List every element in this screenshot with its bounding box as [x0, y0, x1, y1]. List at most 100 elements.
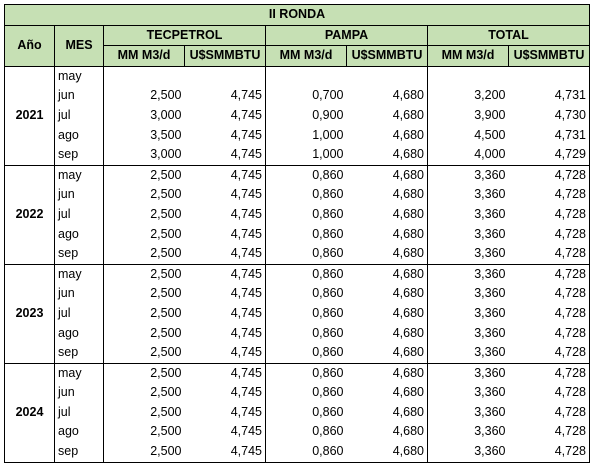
month-cell: ago: [54, 125, 104, 146]
value-cell: 3,360: [427, 343, 509, 364]
year-cell: 2023: [4, 263, 55, 364]
value-cell: 4,728: [508, 224, 590, 245]
value-cell: 0,860: [265, 343, 347, 364]
value-cell: 0,700: [312, 88, 344, 103]
value-cell: 4,728: [508, 343, 590, 364]
year-cell: 2022: [4, 164, 55, 265]
month-cell: jul: [54, 204, 104, 225]
value-cell: 4,745: [184, 86, 266, 106]
value-cell: 2,500: [103, 263, 185, 285]
group-header: TOTAL: [427, 24, 590, 47]
value-cell: 4,728: [508, 323, 590, 344]
value-cell: 4,680: [346, 402, 428, 423]
value-cell: 4,745: [184, 303, 266, 324]
value-cell: 3,360: [474, 404, 506, 419]
table-body: II RONDA Año MES TECPETROL PAMPA TOTAL MM M3/d…: [4, 4, 590, 463]
month-cell: jul: [54, 303, 104, 324]
value-cell: 4,680: [346, 125, 428, 146]
month-cell: ago: [54, 224, 104, 245]
value-cell: 3,360: [427, 164, 509, 186]
month-cell: jul: [54, 402, 104, 423]
value-cell: 3,360: [474, 424, 506, 439]
value-cell: 4,680: [346, 244, 428, 265]
value-cell: 0,860: [312, 305, 344, 320]
value-cell: 2,500: [150, 325, 182, 340]
table: II RONDA Año MES TECPETROL PAMPA TOTAL MM M3/d…: [4, 4, 590, 463]
table-row: ago 2,500 4,745 0,860 4,680 3,360 4,728: [5, 422, 590, 443]
value-cell: 0,860: [312, 206, 344, 221]
value-cell: 4,745: [184, 263, 266, 285]
month-cell: jul: [54, 105, 104, 126]
table-row: ago 2,500 4,745 0,860 4,680 3,360 4,728: [5, 323, 590, 344]
value-cell: 4,745: [184, 284, 266, 304]
table-row: 2022 may 2,500 4,745 0,860 4,680 3,360 4,728: [4, 164, 590, 265]
value-cell: [103, 65, 185, 87]
value-cell: 3,900: [474, 107, 506, 122]
month-cell: sep: [54, 145, 104, 166]
value-cell: 2,500: [103, 244, 185, 265]
sub-header: U$SMMBTU: [508, 45, 590, 67]
value-cell: 4,680: [346, 86, 428, 106]
sub-header: U$SMMBTU: [346, 45, 428, 67]
value-cell: 4,680: [346, 362, 428, 384]
value-cell: 0,860: [312, 226, 344, 241]
value-cell: 3,200: [474, 88, 506, 103]
value-cell: 4,745: [184, 204, 266, 225]
value-cell: 3,360: [474, 325, 506, 340]
value-cell: 4,728: [508, 244, 590, 265]
value-cell: [346, 65, 428, 87]
table-row: jun 2,500 4,745 0,860 4,680 3,360 4,728: [5, 185, 590, 205]
value-cell: 2,500: [150, 206, 182, 221]
month-cell: jun: [54, 383, 104, 403]
value-cell: 3,360: [427, 362, 509, 384]
value-cell: [184, 65, 266, 87]
value-cell: 4,731: [508, 86, 590, 106]
value-cell: [427, 65, 509, 87]
value-cell: 2,500: [103, 164, 185, 186]
value-cell: 0,860: [265, 263, 347, 285]
value-cell: 3,360: [474, 187, 506, 202]
value-cell: 4,680: [346, 204, 428, 225]
value-cell: 4,745: [184, 323, 266, 344]
value-cell: 4,680: [346, 263, 428, 285]
value-cell: [508, 65, 590, 87]
value-cell: 3,360: [474, 305, 506, 320]
value-cell: 4,680: [346, 105, 428, 126]
value-cell: 4,745: [184, 343, 266, 364]
value-cell: 3,360: [427, 442, 509, 463]
month-cell: ago: [54, 323, 104, 344]
table-row: 2023 may 2,500 4,745 0,860 4,680 3,360 4,728: [4, 263, 590, 364]
value-cell: 2,500: [150, 187, 182, 202]
value-cell: 4,680: [346, 145, 428, 166]
sub-header: U$SMMBTU: [184, 45, 266, 67]
table-title: II RONDA: [4, 4, 590, 26]
table-row: sep 3,000 4,745 1,000 4,680 4,000 4,729: [5, 145, 590, 166]
value-cell: 3,000: [150, 107, 182, 122]
year-cell: 2021: [4, 65, 55, 166]
value-cell: 4,728: [508, 185, 590, 205]
table-row: jul 3,000 4,745 0,900 4,680 3,900 4,730: [5, 105, 590, 126]
value-cell: 4,680: [346, 383, 428, 403]
month-header: MES: [54, 24, 104, 67]
month-cell: ago: [54, 422, 104, 443]
value-cell: 4,745: [184, 362, 266, 384]
value-cell: 2,500: [150, 88, 182, 103]
value-cell: 2,500: [150, 385, 182, 400]
value-cell: 4,745: [184, 422, 266, 443]
value-cell: 4,728: [508, 362, 590, 384]
month-cell: jun: [54, 86, 104, 106]
value-cell: 4,680: [346, 442, 428, 463]
value-cell: 4,745: [184, 224, 266, 245]
table-row: MM M3/d U$SMMBTU MM M3/d U$SMMBTU MM M3/d U$S…: [5, 45, 590, 67]
value-cell: 4,728: [508, 284, 590, 304]
year-header: Año: [4, 24, 55, 67]
value-cell: 4,745: [184, 185, 266, 205]
table-row: 2021 may: [4, 65, 590, 166]
value-cell: 3,360: [474, 206, 506, 221]
group-header: PAMPA: [265, 24, 428, 47]
month-cell: jun: [54, 185, 104, 205]
value-cell: 0,860: [312, 385, 344, 400]
month-cell: jun: [54, 284, 104, 304]
value-cell: 2,500: [150, 305, 182, 320]
